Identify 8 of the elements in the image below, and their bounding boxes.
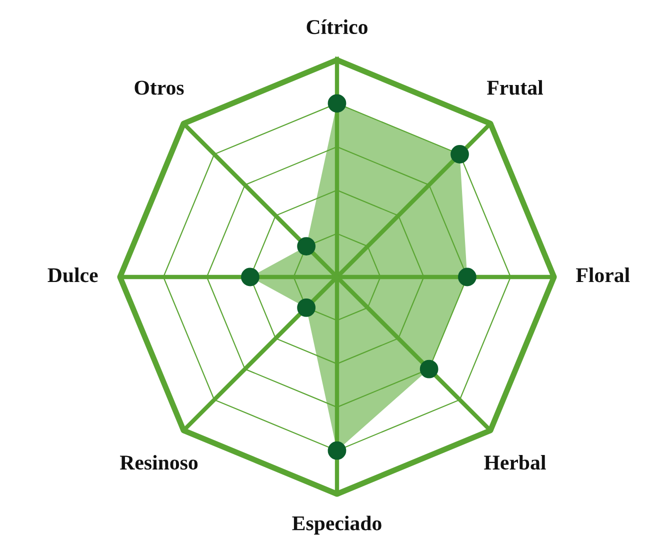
spoke-label: Dulce: [48, 268, 98, 282]
spoke-label: Cítrico: [306, 19, 368, 34]
spoke-label: Especiado: [292, 516, 382, 535]
spoke-label: Resinoso: [120, 454, 198, 470]
spoke-label: Otros: [134, 80, 184, 95]
spoke-label: Frutal: [487, 80, 543, 95]
spoke-label: Herbal: [484, 454, 546, 470]
spoke-label: Floral: [576, 268, 630, 282]
